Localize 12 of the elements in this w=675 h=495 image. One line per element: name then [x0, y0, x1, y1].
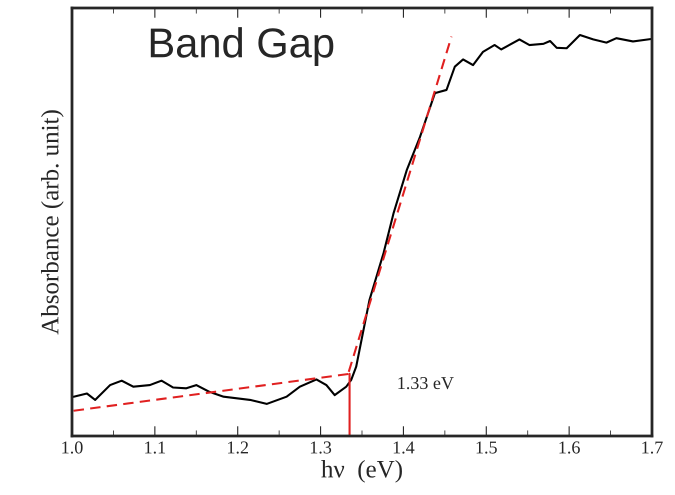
x-tick-label: 1.7: [642, 441, 663, 454]
x-tick-label: 1.1: [145, 441, 166, 454]
x-tick-label: 1.2: [228, 441, 248, 454]
annotation: Band Gap: [150, 27, 334, 66]
x-tick-label: 1.5: [476, 441, 497, 454]
x-tick-label: 1.4: [394, 441, 414, 454]
y-axis-title: Absorbance (arb. unit): [40, 110, 64, 335]
x-tick-label: 1.6: [559, 441, 580, 454]
x-tick-label: 1.0: [62, 441, 83, 454]
x-tick-label: 1.3: [310, 441, 332, 454]
x-axis-title: hν (eV): [321, 460, 402, 483]
annotation: 1.33 eV: [398, 377, 454, 390]
